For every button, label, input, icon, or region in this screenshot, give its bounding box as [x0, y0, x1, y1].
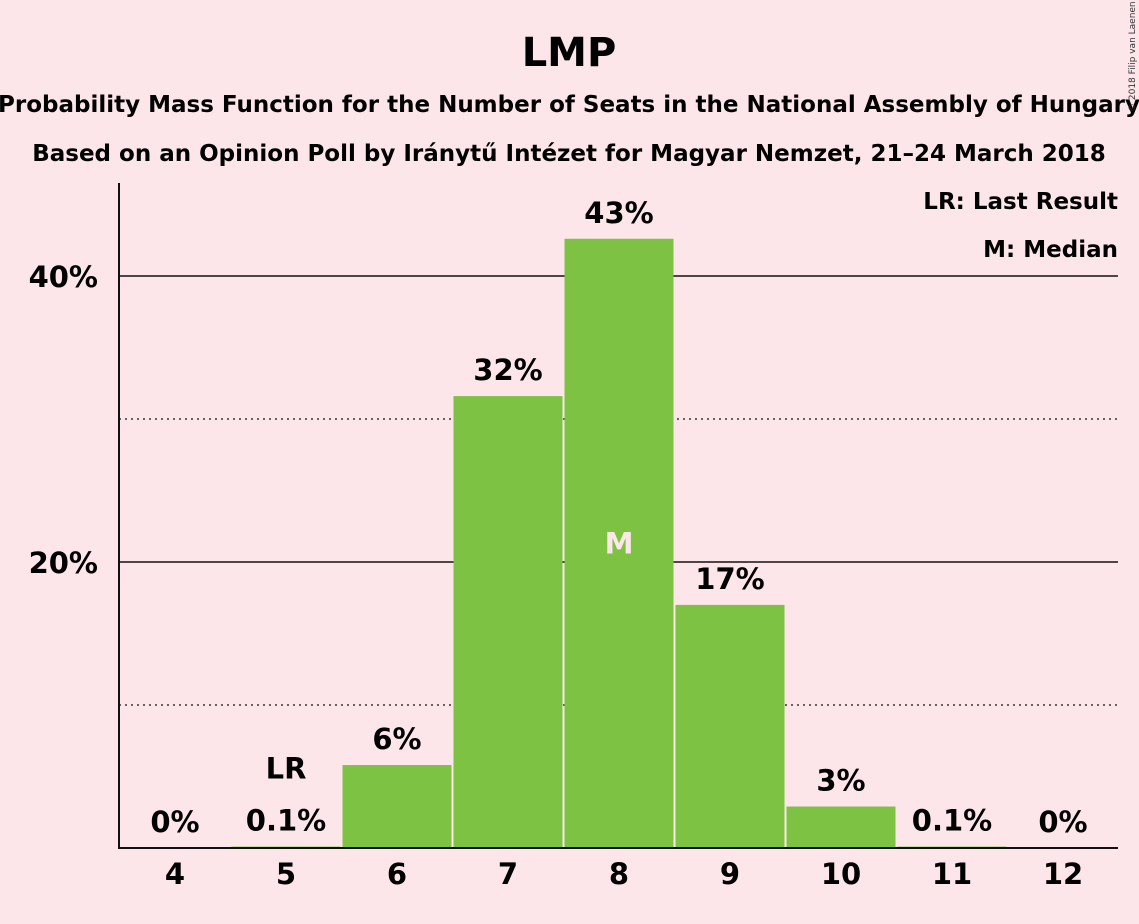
chart-subtitle-line-2: Based on an Opinion Poll by Iránytű Inté…: [32, 141, 1106, 167]
bar-seats-10: [786, 806, 896, 848]
data-label-seats-5: 0.1%: [246, 804, 326, 838]
data-label-seats-4: 0%: [150, 805, 199, 839]
data-label-seats-10: 3%: [816, 764, 865, 798]
x-tick-label-9: 9: [720, 857, 740, 891]
data-label-seats-7: 32%: [473, 353, 542, 387]
x-tick-label-11: 11: [932, 857, 972, 891]
data-label-seats-11: 0.1%: [912, 804, 992, 838]
y-tick-label: 20%: [29, 546, 98, 580]
chart-subtitle-line-1: Probability Mass Function for the Number…: [0, 92, 1139, 118]
data-label-seats-12: 0%: [1038, 805, 1087, 839]
data-label-seats-8: 43%: [584, 196, 653, 230]
copyright-notice: © 2018 Filip van Laenen: [1128, 1, 1138, 112]
legend-median: M: Median: [983, 237, 1118, 263]
bar-seats-6: [342, 765, 452, 848]
bars: [231, 238, 1007, 849]
x-tick-label-4: 4: [165, 857, 185, 891]
x-tick-label-5: 5: [276, 857, 296, 891]
x-tick-label-6: 6: [387, 857, 407, 891]
legend-last-result: LR: Last Result: [923, 189, 1118, 215]
y-tick-labels: 20% 40%: [29, 260, 98, 580]
median-marker: M: [605, 526, 634, 560]
data-labels: 0% 0.1% LR 6% 32% 43% M 17% 3% 0.1% 0%: [150, 196, 1087, 839]
x-tick-label-10: 10: [821, 857, 861, 891]
last-result-marker: LR: [266, 752, 307, 786]
x-tick-label-7: 7: [498, 857, 518, 891]
x-tick-label-8: 8: [609, 857, 629, 891]
bar-seats-9: [675, 604, 785, 848]
chart-title: LMP: [522, 30, 617, 76]
x-tick-label-12: 12: [1043, 857, 1083, 891]
bar-seats-7: [453, 396, 563, 848]
x-tick-labels: 4 5 6 7 8 9 10 11 12: [165, 857, 1083, 891]
data-label-seats-6: 6%: [372, 722, 421, 756]
bar-seats-8: [564, 238, 674, 849]
data-label-seats-9: 17%: [695, 562, 764, 596]
y-tick-label: 40%: [29, 260, 98, 294]
